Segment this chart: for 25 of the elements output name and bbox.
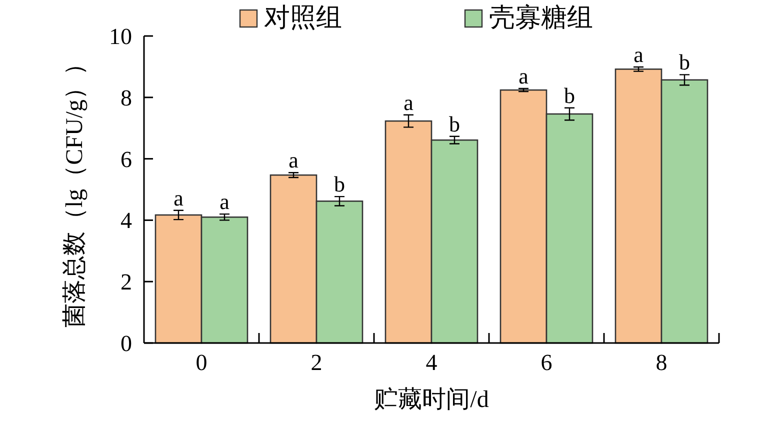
data-label: a [634, 42, 644, 68]
data-label: a [174, 185, 184, 210]
y-tick-label: 2 [120, 270, 132, 295]
data-label: a [404, 90, 414, 115]
legend-label: 对照组 [264, 3, 342, 32]
data-label: b [334, 172, 345, 197]
data-label: a [288, 148, 299, 173]
data-label: b [449, 111, 460, 136]
y-tick-label: 6 [120, 146, 132, 172]
data-label: a [518, 63, 529, 88]
x-tick-label: 0 [196, 350, 208, 375]
x-tick-label: 4 [426, 350, 438, 375]
y-tick-label: 4 [120, 208, 132, 234]
y-axis-title: 菌落总数（lg（CFU/g）） [62, 51, 88, 328]
data-label: a [220, 189, 230, 214]
x-tick-label: 2 [310, 350, 322, 375]
y-tick-label: 0 [120, 331, 132, 356]
data-label: b [679, 50, 690, 75]
x-tick-label: 8 [656, 350, 668, 375]
legend-label: 壳寡糖组 [489, 3, 593, 32]
data-label: b [564, 82, 575, 108]
y-tick-label: 10 [109, 24, 132, 49]
x-axis-title: 贮藏时间/d [374, 387, 489, 413]
y-tick-label: 8 [120, 85, 132, 110]
x-tick-label: 6 [540, 350, 552, 375]
